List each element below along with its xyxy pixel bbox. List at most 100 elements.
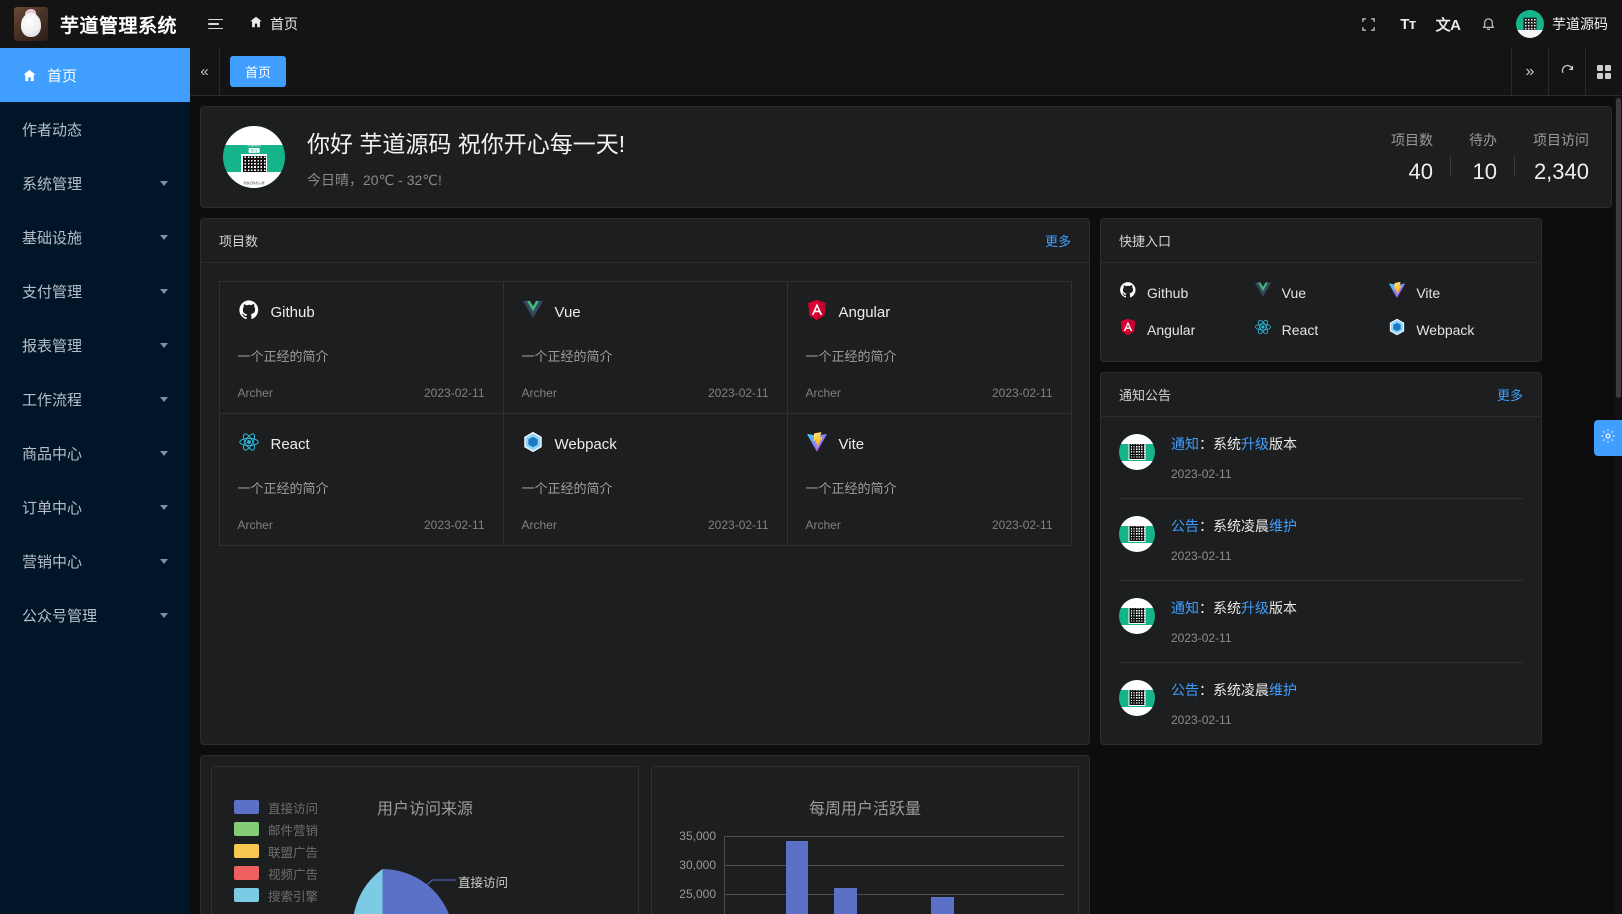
sidebar-item-label: 工作流程 (22, 391, 83, 409)
dashboard-row: 项目数 更多 Github 一个正经的简介 Archer (200, 218, 1612, 745)
project-author: Archer (237, 385, 273, 400)
sidebar-item-pay[interactable]: 支付管理 (0, 264, 190, 318)
scroll-right-icon[interactable]: » (1511, 47, 1548, 96)
sidebar-item-home[interactable]: 首页 (0, 48, 190, 102)
legend-label: 邮件营销 (268, 823, 319, 838)
bar-column[interactable]: 周四 (870, 837, 919, 914)
quick-entry-angular[interactable]: Angular (1119, 318, 1254, 341)
notices-title: 通知公告 (1119, 388, 1172, 403)
github-icon (1119, 281, 1137, 304)
notice-title: 公告：系统凌晨维护 (1171, 518, 1297, 534)
webpack-icon (522, 431, 544, 458)
sidebar-item-workflow[interactable]: 工作流程 (0, 372, 190, 426)
legend-label: 联盟广告 (268, 845, 319, 860)
breadcrumb[interactable]: 首页 (249, 14, 298, 34)
bar-column[interactable]: 周五 (918, 837, 967, 914)
bar-column[interactable]: 周三 (821, 837, 870, 914)
hamburger-icon[interactable] (195, 0, 235, 48)
bar-column[interactable]: 周日 (1015, 837, 1064, 914)
fullscreen-icon[interactable] (1348, 0, 1388, 48)
settings-fab[interactable] (1594, 420, 1622, 456)
sidebar-item-report[interactable]: 报表管理 (0, 318, 190, 372)
project-desc: 一个正经的简介 (237, 348, 329, 364)
react-icon (238, 431, 260, 458)
stat-value: 10 (1472, 158, 1497, 184)
grid-icon[interactable] (1585, 47, 1622, 96)
legend-item[interactable]: 联盟广告 (234, 840, 318, 862)
notice-date: 2023-02-11 (1171, 467, 1232, 481)
sidebar-item-mp[interactable]: 公众号管理 (0, 588, 190, 642)
scroll-left-icon[interactable]: « (190, 47, 220, 96)
greeting-stats: 项目数 40 待办 10 项目访问 2,340 (1355, 130, 1589, 185)
bar-column[interactable]: 周二 (773, 837, 822, 914)
sidebar-item-order[interactable]: 订单中心 (0, 480, 190, 534)
vite-icon (1388, 281, 1406, 304)
quick-entry-label: Angular (1147, 321, 1196, 338)
translate-icon[interactable]: 文A (1428, 0, 1468, 48)
sidebar-item-infra[interactable]: 基础设施 (0, 210, 190, 264)
quick-entry-github[interactable]: Github (1119, 281, 1254, 304)
sidebar-item-label: 作者动态 (22, 121, 83, 139)
bell-icon[interactable] (1468, 0, 1508, 48)
bar-column[interactable]: 周一 (724, 837, 773, 914)
project-card-webpack[interactable]: Webpack 一个正经的简介 Archer 2023-02-11 (502, 412, 788, 546)
sidebar-item-marketing[interactable]: 营销中心 (0, 534, 190, 588)
tab-home[interactable]: 首页 (230, 56, 287, 87)
project-card-react[interactable]: React 一个正经的简介 Archer 2023-02-11 (218, 412, 504, 546)
project-card-vue[interactable]: Vue 一个正经的简介 Archer 2023-02-11 (502, 280, 788, 414)
qr-code-avatar (1119, 516, 1155, 552)
list-item[interactable]: 公告：系统凌晨维护 2023-02-11 (1119, 499, 1523, 581)
project-date: 2023-02-11 (424, 385, 485, 400)
sidebar-item-author-news[interactable]: 作者动态 (0, 102, 190, 156)
vertical-scrollbar[interactable] (1615, 96, 1622, 914)
bar (931, 896, 954, 914)
project-date: 2023-02-11 (424, 517, 485, 532)
refresh-icon[interactable] (1548, 47, 1585, 96)
legend-swatch (234, 888, 259, 902)
project-author: Archer (237, 517, 273, 532)
list-item[interactable]: 通知：系统升级版本 2023-02-11 (1119, 417, 1523, 499)
brand[interactable]: 芋道管理系统 (0, 7, 177, 41)
chevron-down-icon (160, 396, 168, 402)
legend-item[interactable]: 搜索引擎 (234, 884, 318, 906)
quick-entry-webpack[interactable]: Webpack (1388, 318, 1523, 341)
vue-icon (1254, 281, 1272, 304)
projects-header: 项目数 更多 (201, 219, 1089, 263)
legend-item[interactable]: 直接访问 (234, 796, 318, 818)
sidebar-item-label: 系统管理 (22, 175, 83, 193)
quick-entry-label: React (1281, 321, 1319, 338)
github-icon (238, 299, 260, 326)
greeting-card: 芋道源码开发平台 芋道源码 关注 微信扫码加入群 你好 芋道源码 祝你开心每一天… (200, 106, 1612, 208)
quick-entry-header: 快捷入口 (1101, 219, 1541, 263)
translate-label: 文A (1435, 16, 1461, 34)
notices-more-link[interactable]: 更多 (1496, 388, 1523, 403)
right-column: 快捷入口 Github Vue (1100, 218, 1542, 745)
project-card-github[interactable]: Github 一个正经的简介 Archer 2023-02-11 (218, 280, 504, 414)
font-size-icon[interactable]: Tт (1388, 0, 1428, 48)
vite-icon (806, 431, 828, 458)
legend-item[interactable]: 邮件营销 (234, 818, 318, 840)
sidebar-item-product[interactable]: 商品中心 (0, 426, 190, 480)
quick-entry-vue[interactable]: Vue (1254, 281, 1389, 304)
legend-swatch (234, 800, 259, 814)
list-item[interactable]: 通知：系统升级版本 2023-02-11 (1119, 581, 1523, 663)
notice-date: 2023-02-11 (1171, 631, 1232, 645)
notices-card: 通知公告 更多 通知：系统升级版本 2023-02-11 (1100, 372, 1542, 745)
quick-entry-react[interactable]: React (1254, 318, 1389, 341)
list-item[interactable]: 公告：系统凌晨维护 2023-02-11 (1119, 663, 1523, 744)
project-date: 2023-02-11 (708, 517, 769, 532)
sidebar-item-label: 首页 (47, 67, 78, 85)
projects-more-link[interactable]: 更多 (1044, 234, 1071, 249)
project-card-angular[interactable]: Angular 一个正经的简介 Archer 2023-02-11 (786, 280, 1072, 414)
sidebar-item-system[interactable]: 系统管理 (0, 156, 190, 210)
gear-icon (1600, 428, 1616, 449)
sidebar: 首页 作者动态 系统管理 基础设施 支付管理 报表管理 工作流程 商品中心 (0, 48, 190, 914)
quick-entry-vite[interactable]: Vite (1388, 281, 1523, 304)
legend-item[interactable]: 视频广告 (234, 862, 318, 884)
bar-column[interactable]: 周六 (967, 837, 1016, 914)
user-menu[interactable]: 芋道源码 (1516, 10, 1608, 38)
project-card-vite[interactable]: Vite 一个正经的简介 Archer 2023-02-11 (786, 412, 1072, 546)
legend-swatch (234, 822, 259, 836)
project-name: Webpack (554, 435, 617, 453)
